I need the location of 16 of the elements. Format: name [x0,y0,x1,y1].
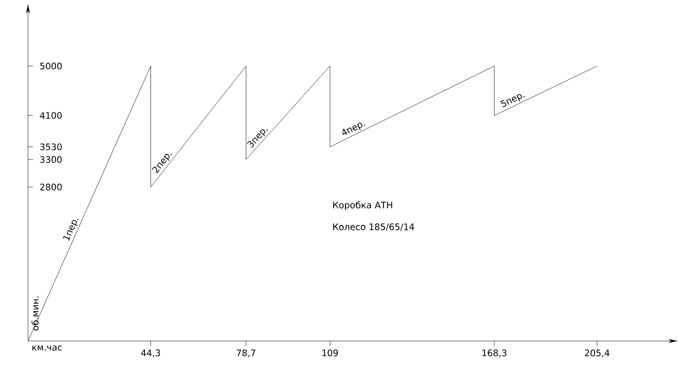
annotation: Колесо 185/65/14 [333,223,414,231]
text: 4пер. [342,122,366,135]
y-tick-label: 3530 [40,143,62,150]
x-tick-label: 109 [322,350,338,356]
y-tick-label: 5000 [40,62,62,70]
x-tick-label: 168,3 [482,350,506,358]
y-tick-label: 4100 [40,112,62,119]
y-tick-label: 3300 [40,156,62,163]
x-tick-label: 44,3 [141,350,160,358]
x-tick-label: 205,4 [584,350,610,358]
x-tick-label: 78,7 [236,350,256,358]
annotation: Коробка АТН [333,201,392,210]
y-axis-title: об.мин. [32,296,39,330]
text: 5пер. [500,94,525,108]
x-axis-title: км.час [32,346,62,351]
y-tick-label: 2800 [40,184,62,190]
